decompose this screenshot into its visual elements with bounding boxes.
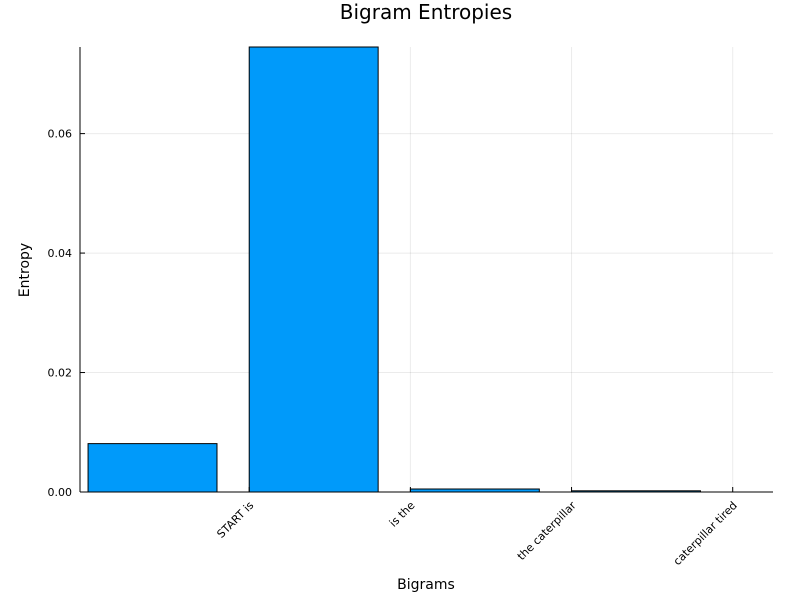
bar xyxy=(87,443,218,493)
x-tick-label: is the xyxy=(387,499,418,530)
axes xyxy=(79,47,773,493)
bars xyxy=(87,46,701,493)
x-axis-title: Bigrams xyxy=(397,577,455,593)
y-tick-label: 0.04 xyxy=(48,247,73,260)
y-tick-label: 0.02 xyxy=(48,367,73,380)
chart-title: Bigram Entropies xyxy=(340,0,512,24)
grid xyxy=(80,47,773,493)
x-tick-label: caterpillar tired xyxy=(671,499,740,568)
y-axis-title: Entropy xyxy=(17,243,33,297)
y-ticks: 0.00 0.02 0.04 0.06 xyxy=(48,128,85,499)
bar xyxy=(248,46,379,493)
x-tick-label: START is xyxy=(214,499,256,541)
x-ticks: START is is the the caterpillar caterpillar… xyxy=(214,487,740,568)
y-tick-label: 0.00 xyxy=(48,486,73,499)
x-tick-label: the caterpillar xyxy=(515,499,579,563)
y-tick-label: 0.06 xyxy=(48,128,73,141)
